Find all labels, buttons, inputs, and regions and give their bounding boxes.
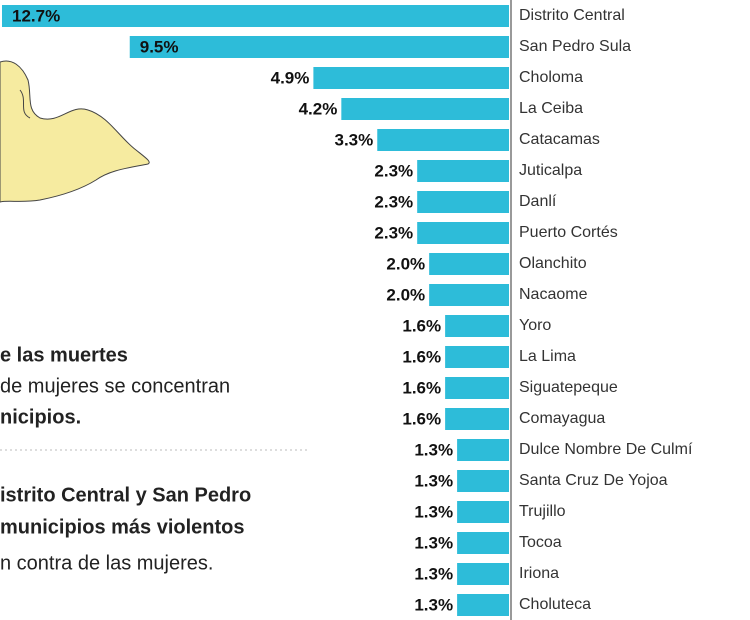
value-label: 2.3% xyxy=(374,192,413,211)
value-label: 1.6% xyxy=(402,316,441,335)
category-label: Distrito Central xyxy=(519,7,625,24)
annotation: de mujeres se concentran xyxy=(0,375,230,397)
category-label: Danlí xyxy=(519,193,557,210)
value-label: 2.3% xyxy=(374,161,413,180)
bar xyxy=(417,191,509,213)
bar xyxy=(445,377,509,399)
category-label: Comayagua xyxy=(519,410,605,427)
bar xyxy=(417,160,509,182)
bar xyxy=(457,563,509,585)
category-label: Puerto Cortés xyxy=(519,224,618,241)
bar xyxy=(129,36,509,58)
category-label: Juticalpa xyxy=(519,162,582,179)
bar xyxy=(457,594,509,616)
category-label: La Ceiba xyxy=(519,100,583,117)
bar xyxy=(445,315,509,337)
value-label: 1.6% xyxy=(402,347,441,366)
value-label: 12.7% xyxy=(12,6,60,25)
value-label: 2.0% xyxy=(386,285,425,304)
value-label: 1.3% xyxy=(414,502,453,521)
category-label: La Lima xyxy=(519,348,576,365)
annotation: municipios más violentos xyxy=(0,516,245,538)
category-label: Tocoa xyxy=(519,534,562,551)
value-label: 1.6% xyxy=(402,409,441,428)
bar xyxy=(417,222,509,244)
annotation: istrito Central y San Pedro xyxy=(0,484,251,506)
category-label: Santa Cruz De Yojoa xyxy=(519,472,668,489)
annotation: nicipios. xyxy=(0,406,81,428)
value-label: 1.3% xyxy=(414,471,453,490)
bar xyxy=(341,98,509,120)
bar xyxy=(1,5,509,27)
value-label: 4.2% xyxy=(299,99,338,118)
category-label: Siguatepeque xyxy=(519,379,618,396)
category-label: Dulce Nombre De Culmí xyxy=(519,441,693,458)
bar xyxy=(457,439,509,461)
bar xyxy=(377,129,509,151)
value-label: 2.3% xyxy=(374,223,413,242)
value-label: 1.6% xyxy=(402,378,441,397)
bar xyxy=(313,67,509,89)
value-label: 1.3% xyxy=(414,564,453,583)
bar xyxy=(445,346,509,368)
value-label: 1.3% xyxy=(414,440,453,459)
bar xyxy=(429,284,509,306)
annotation: n contra de las mujeres. xyxy=(0,552,213,574)
bar xyxy=(457,470,509,492)
map xyxy=(0,60,150,203)
bar xyxy=(429,253,509,275)
category-label: Iriona xyxy=(519,565,559,582)
annotation: e las muertes xyxy=(0,344,128,366)
bar xyxy=(457,532,509,554)
bar xyxy=(457,501,509,523)
category-label: Trujillo xyxy=(519,503,566,520)
category-label: Olanchito xyxy=(519,255,587,272)
bar xyxy=(445,408,509,430)
category-label: Yoro xyxy=(519,317,551,334)
category-label: Choluteca xyxy=(519,596,591,613)
category-label: Catacamas xyxy=(519,131,600,148)
value-label: 3.3% xyxy=(335,130,374,149)
category-label: San Pedro Sula xyxy=(519,38,631,55)
category-label: Nacaome xyxy=(519,286,588,303)
value-label: 2.0% xyxy=(386,254,425,273)
value-label: 4.9% xyxy=(271,68,310,87)
map-border xyxy=(19,89,31,119)
value-label: 1.3% xyxy=(414,595,453,614)
value-label: 1.3% xyxy=(414,533,453,552)
category-label: Choloma xyxy=(519,69,583,86)
value-label: 9.5% xyxy=(140,37,179,56)
